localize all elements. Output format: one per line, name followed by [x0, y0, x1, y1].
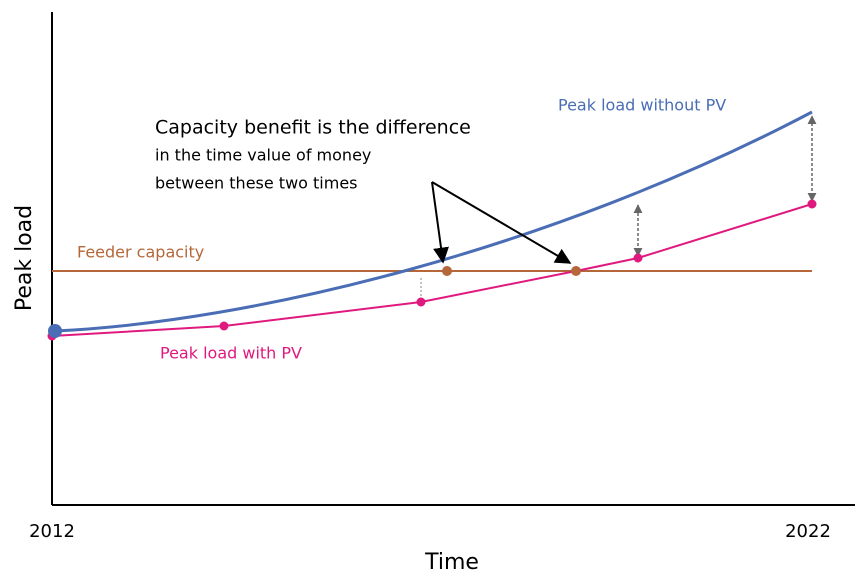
annotation-arrow	[431, 181, 572, 264]
with-pv-label: Peak load with PV	[160, 344, 302, 363]
crossing-point	[442, 266, 452, 276]
crossing-point	[571, 266, 581, 276]
start-point	[48, 324, 62, 338]
annotation-arrow	[431, 181, 449, 264]
without-pv-curve	[54, 110, 813, 333]
annotation-line: between these two times	[155, 174, 358, 193]
with-pv-points	[47, 199, 817, 341]
annotation-line: in the time value of money	[155, 146, 371, 165]
y-axis-label: Peak load	[12, 205, 37, 311]
with-pv-line	[51, 203, 813, 337]
x-end-label: 2022	[785, 521, 831, 542]
x-start-label: 2012	[29, 521, 75, 542]
feeder-label: Feeder capacity	[77, 243, 204, 262]
without-pv-label: Peak load without PV	[558, 96, 726, 115]
annotation-line: Capacity benefit is the difference	[155, 117, 471, 139]
x-axis-label: Time	[424, 550, 479, 575]
